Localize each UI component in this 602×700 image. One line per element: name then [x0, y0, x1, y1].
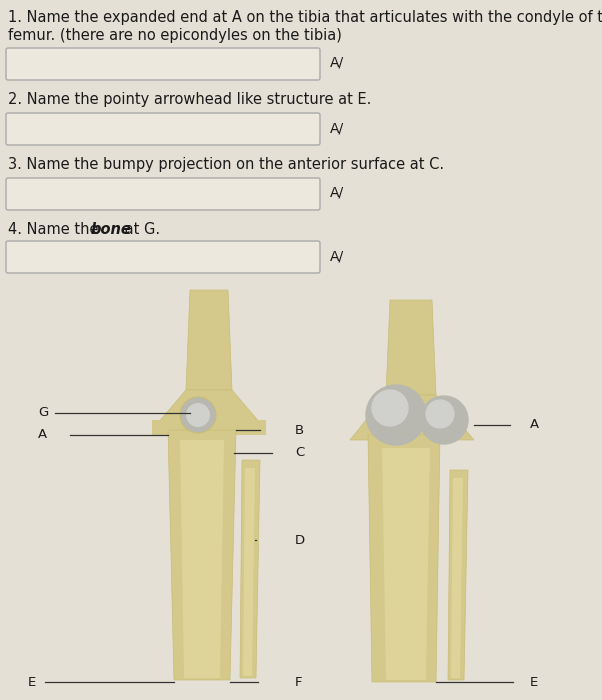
Circle shape [180, 397, 216, 433]
Text: femur. (there are no epicondyles on the tibia): femur. (there are no epicondyles on the … [8, 28, 342, 43]
Text: B: B [295, 424, 304, 437]
Circle shape [186, 403, 210, 427]
Polygon shape [350, 395, 474, 440]
Polygon shape [240, 460, 260, 678]
Polygon shape [152, 420, 266, 435]
Text: A: A [530, 419, 539, 431]
Polygon shape [243, 468, 255, 676]
Text: C: C [295, 447, 304, 459]
Polygon shape [186, 290, 232, 390]
Text: 1. Name the expanded end at A on the tibia that articulates with the condyle of : 1. Name the expanded end at A on the tib… [8, 10, 602, 25]
Text: E: E [530, 676, 538, 689]
Polygon shape [368, 435, 440, 682]
Text: A/: A/ [330, 56, 344, 70]
Text: A: A [38, 428, 47, 442]
Polygon shape [448, 470, 468, 680]
Polygon shape [382, 448, 430, 680]
Text: G: G [38, 407, 48, 419]
Text: 4. Name the: 4. Name the [8, 222, 103, 237]
Text: at G.: at G. [120, 222, 160, 237]
FancyBboxPatch shape [6, 241, 320, 273]
Text: A/: A/ [330, 249, 344, 263]
FancyBboxPatch shape [6, 48, 320, 80]
Polygon shape [386, 300, 436, 395]
Polygon shape [180, 440, 224, 678]
Text: A/: A/ [330, 186, 344, 200]
Circle shape [372, 390, 408, 426]
FancyBboxPatch shape [6, 178, 320, 210]
Text: F: F [295, 676, 302, 689]
Text: E: E [28, 676, 36, 689]
Polygon shape [152, 390, 266, 430]
Circle shape [366, 385, 426, 445]
Text: bone: bone [91, 222, 132, 237]
Polygon shape [168, 430, 236, 680]
FancyBboxPatch shape [6, 113, 320, 145]
Circle shape [420, 396, 468, 444]
Text: 2. Name the pointy arrowhead like structure at E.: 2. Name the pointy arrowhead like struct… [8, 92, 371, 107]
Polygon shape [451, 478, 463, 678]
Text: A/: A/ [330, 121, 344, 135]
Circle shape [426, 400, 454, 428]
Text: 3. Name the bumpy projection on the anterior surface at C.: 3. Name the bumpy projection on the ante… [8, 157, 444, 172]
Text: D: D [295, 533, 305, 547]
